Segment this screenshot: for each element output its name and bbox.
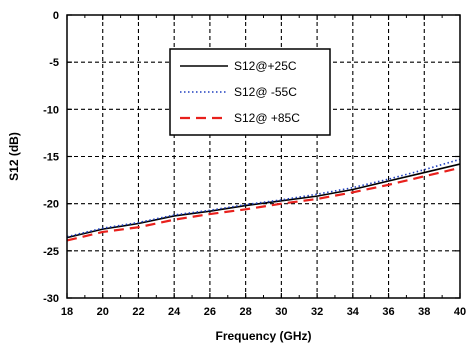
series-line-3 xyxy=(66,166,461,242)
series-line-2 xyxy=(66,158,461,238)
series-line-1 xyxy=(66,163,461,239)
y-tick-label: -20 xyxy=(43,199,59,211)
y-tick-label: -15 xyxy=(43,152,59,164)
y-tick-label: -10 xyxy=(43,104,59,116)
x-tick-label: 20 xyxy=(97,306,109,318)
x-tick-label: 26 xyxy=(204,306,216,318)
x-tick-label: 32 xyxy=(311,306,323,318)
y-axis-title: S12 (dB) xyxy=(7,132,21,181)
x-tick-label: 30 xyxy=(275,306,287,318)
y-tick-label: -30 xyxy=(43,293,59,305)
tick-labels: 18 20 22 24 26 28 30 32 34 36 38 40 0 -5 -10 -15 -20 -25 -… xyxy=(43,10,466,318)
x-tick-label: 34 xyxy=(347,306,360,318)
x-tick-label: 28 xyxy=(240,306,252,318)
x-tick-label: 38 xyxy=(418,306,430,318)
plot-frame xyxy=(66,14,461,299)
x-tick-label: 36 xyxy=(382,306,394,318)
series-lines xyxy=(66,158,461,242)
x-tick-label: 24 xyxy=(168,306,181,318)
x-tick-label: 22 xyxy=(132,306,144,318)
y-tick-label: -25 xyxy=(43,246,59,258)
legend-label-3: S12@ +85C xyxy=(234,111,300,125)
x-tick-label: 40 xyxy=(454,306,466,318)
legend: S12@+25C S12@ -55C S12@ +85C xyxy=(169,48,331,136)
y-tick-label: 0 xyxy=(53,10,59,22)
x-axis-title: Frequency (GHz) xyxy=(215,329,311,343)
legend-label-1: S12@+25C xyxy=(234,59,297,73)
x-tick-label: 18 xyxy=(61,306,73,318)
legend-label-2: S12@ -55C xyxy=(234,85,297,99)
y-tick-label: -5 xyxy=(49,57,59,69)
